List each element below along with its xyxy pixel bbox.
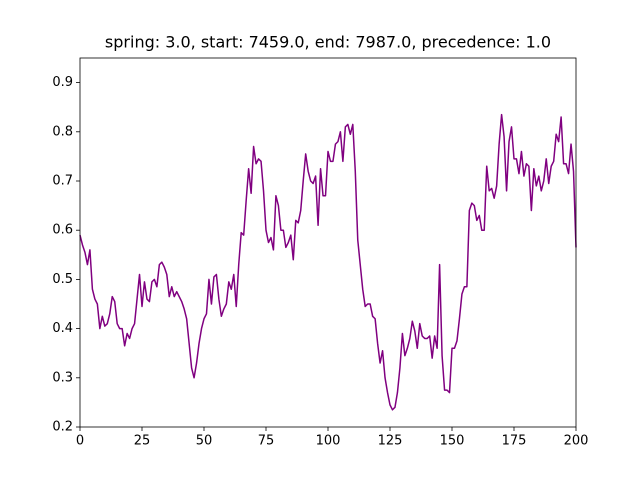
x-tick-label: 25	[134, 434, 151, 449]
plot-frame	[79, 57, 577, 428]
x-tick-label: 200	[564, 434, 589, 449]
x-tick-label: 100	[316, 434, 341, 449]
y-tick-label: 0.7	[52, 174, 73, 189]
y-tick-label: 0.9	[52, 75, 73, 90]
x-tick-label: 175	[502, 434, 527, 449]
y-tick-label: 0.3	[52, 370, 73, 385]
y-tick-label: 0.8	[52, 124, 73, 139]
y-tick-label: 0.5	[52, 272, 73, 287]
x-tick-label: 50	[196, 434, 213, 449]
chart-title: spring: 3.0, start: 7459.0, end: 7987.0,…	[105, 33, 551, 52]
x-tick-label: 125	[378, 434, 403, 449]
data-line	[79, 113, 577, 411]
x-tick-label: 0	[76, 434, 84, 449]
y-tick-label: 0.4	[52, 321, 73, 336]
x-tick-label: 75	[258, 434, 275, 449]
y-tick-label: 0.6	[52, 223, 73, 238]
y-tick-label: 0.2	[52, 420, 73, 435]
x-tick-label: 150	[440, 434, 465, 449]
